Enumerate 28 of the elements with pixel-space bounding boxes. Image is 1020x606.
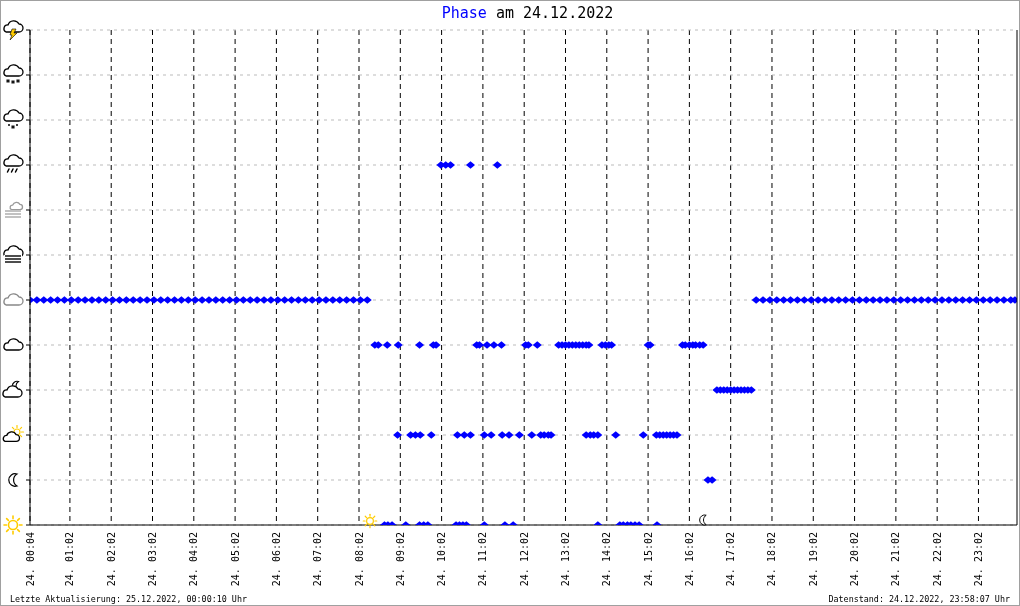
x-tick-label: 24. 07:02 [312, 532, 324, 587]
text: Letzte Aktualisierung: 25.12.2022, 00:00:10 Uhr [10, 594, 247, 604]
x-tick-label: 24. 16:02 [683, 532, 695, 587]
x-tick-label: 24. 01:02 [64, 532, 76, 587]
text: Datenstand: 24.12.2022, 23:58:07 Uhr [828, 594, 1010, 604]
x-tick-label: 24. 03:02 [147, 532, 159, 587]
x-tick-label: 24. 19:02 [807, 532, 819, 587]
x-tick-label: 24. 21:02 [890, 532, 902, 587]
x-tick-label: 24. 22:02 [931, 532, 943, 587]
x-tick-label: 24. 08:02 [353, 532, 365, 587]
x-tick-label: 24. 23:02 [972, 532, 984, 587]
x-tick-label: 24. 14:02 [601, 532, 613, 587]
x-tick-label: 24. 04:02 [188, 532, 200, 587]
x-tick-label: 24. 18:02 [766, 532, 778, 587]
x-tick-label: 24. 10:02 [436, 532, 448, 587]
chart-title: am 24.12.2022 [495, 4, 614, 22]
x-tick-label: 24. 15:02 [642, 532, 654, 587]
text: Phase [441, 4, 496, 22]
x-tick-label: 24. 06:02 [270, 532, 282, 587]
x-tick-label: 24. 12:02 [518, 532, 530, 587]
x-tick-label: 24. 17:02 [725, 532, 737, 587]
x-tick-label: 24. 00:04 [24, 532, 36, 587]
x-tick-label: 24. 02:02 [105, 532, 117, 587]
x-tick-label: 24. 20:02 [849, 532, 861, 587]
x-tick-label: 24. 05:02 [229, 532, 241, 587]
x-tick-label: 24. 11:02 [477, 532, 489, 587]
x-tick-label: 24. 13:02 [559, 532, 571, 587]
x-tick-label: 24. 09:02 [394, 532, 406, 587]
